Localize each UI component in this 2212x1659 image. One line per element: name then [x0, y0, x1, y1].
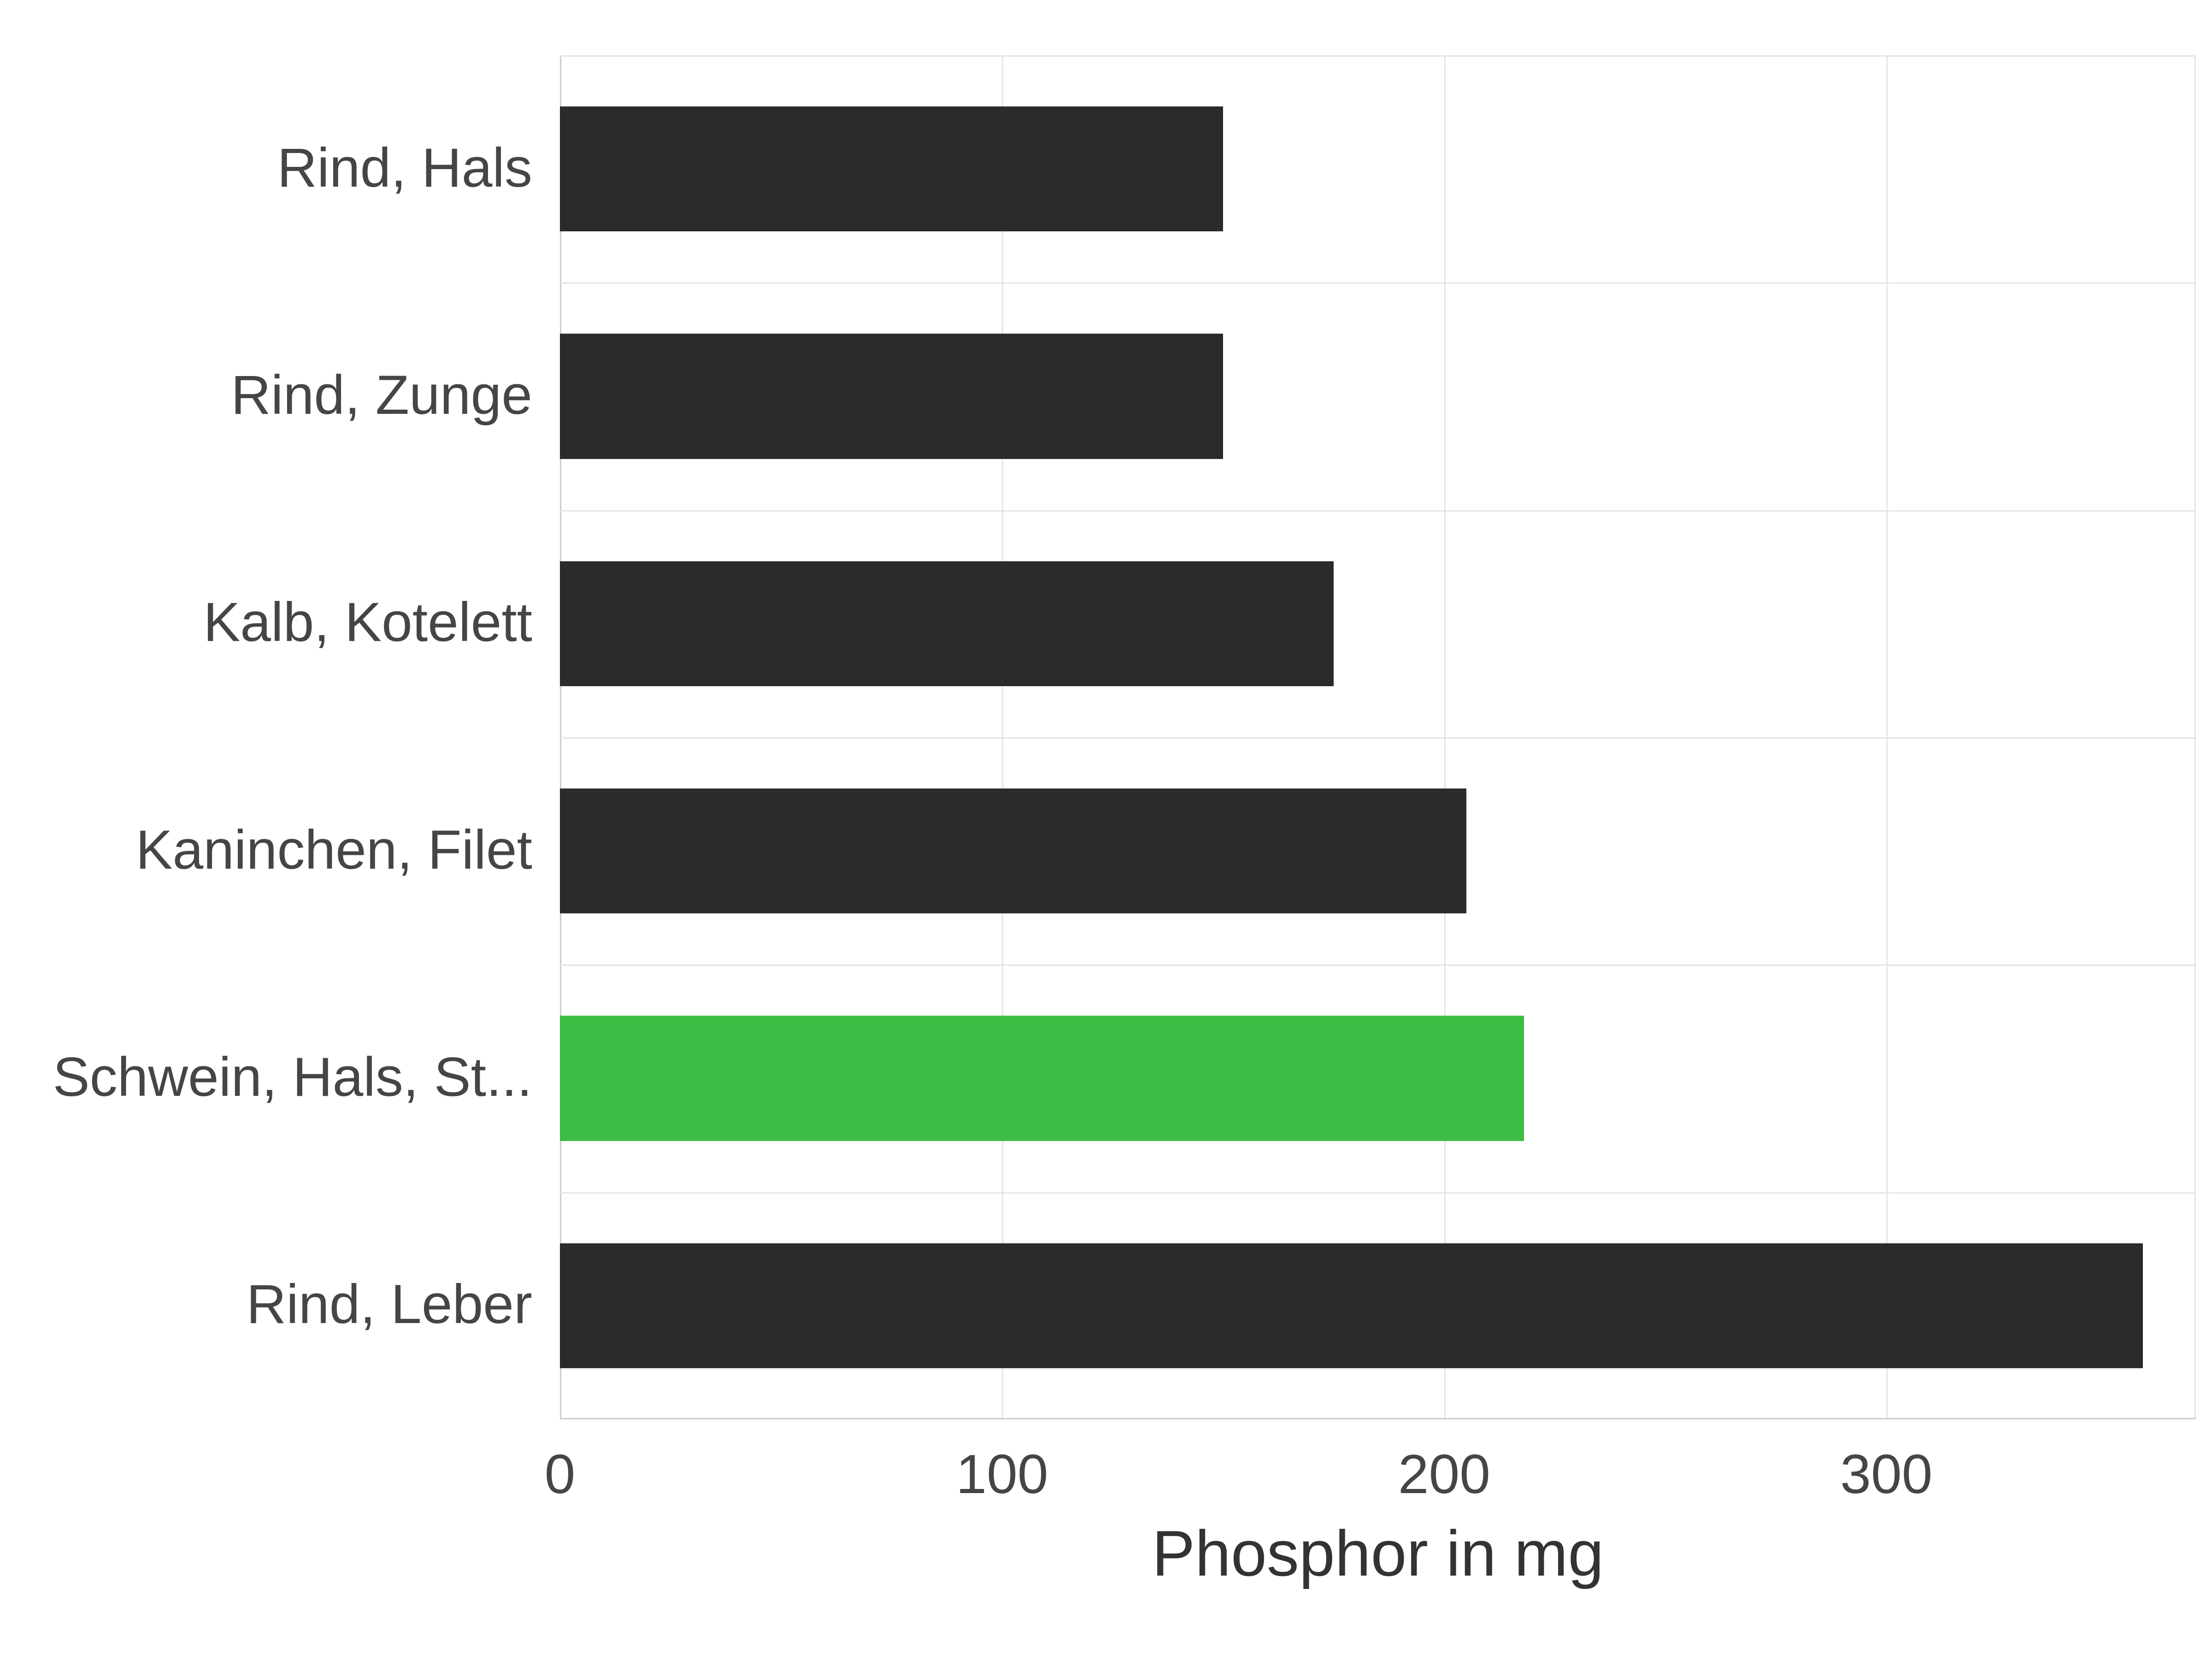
x-tick-label: 100	[956, 1442, 1048, 1506]
bar	[560, 106, 1223, 231]
x-tick-label: 0	[545, 1442, 576, 1506]
horizontal-gridline	[560, 282, 2196, 284]
horizontal-gridline	[560, 737, 2196, 739]
horizontal-gridline	[560, 1418, 2196, 1419]
bar	[560, 561, 1334, 686]
bar	[560, 334, 1223, 459]
y-category-label: Rind, Leber	[247, 1272, 532, 1336]
x-axis-title: Phosphor in mg	[1152, 1516, 1604, 1591]
bar	[560, 1016, 1524, 1141]
horizontal-gridline	[560, 510, 2196, 512]
plot-area	[560, 55, 2196, 1419]
horizontal-gridline	[560, 1192, 2196, 1194]
bar	[560, 788, 1466, 913]
y-category-label: Kalb, Kotelett	[203, 590, 532, 654]
y-category-label: Rind, Zunge	[231, 363, 532, 427]
x-tick-label: 200	[1398, 1442, 1490, 1506]
horizontal-gridline	[560, 965, 2196, 966]
bar	[560, 1243, 2143, 1368]
horizontal-gridline	[560, 55, 2196, 57]
y-category-label: Schwein, Hals, St...	[53, 1045, 532, 1109]
x-tick-label: 300	[1840, 1442, 1932, 1506]
phosphor-bar-chart: Rind, Hals Rind, Zunge Kalb, Kotelett Kanin…	[0, 0, 2212, 1659]
y-category-label: Rind, Hals	[277, 136, 532, 200]
y-category-label: Kaninchen, Filet	[135, 818, 532, 882]
